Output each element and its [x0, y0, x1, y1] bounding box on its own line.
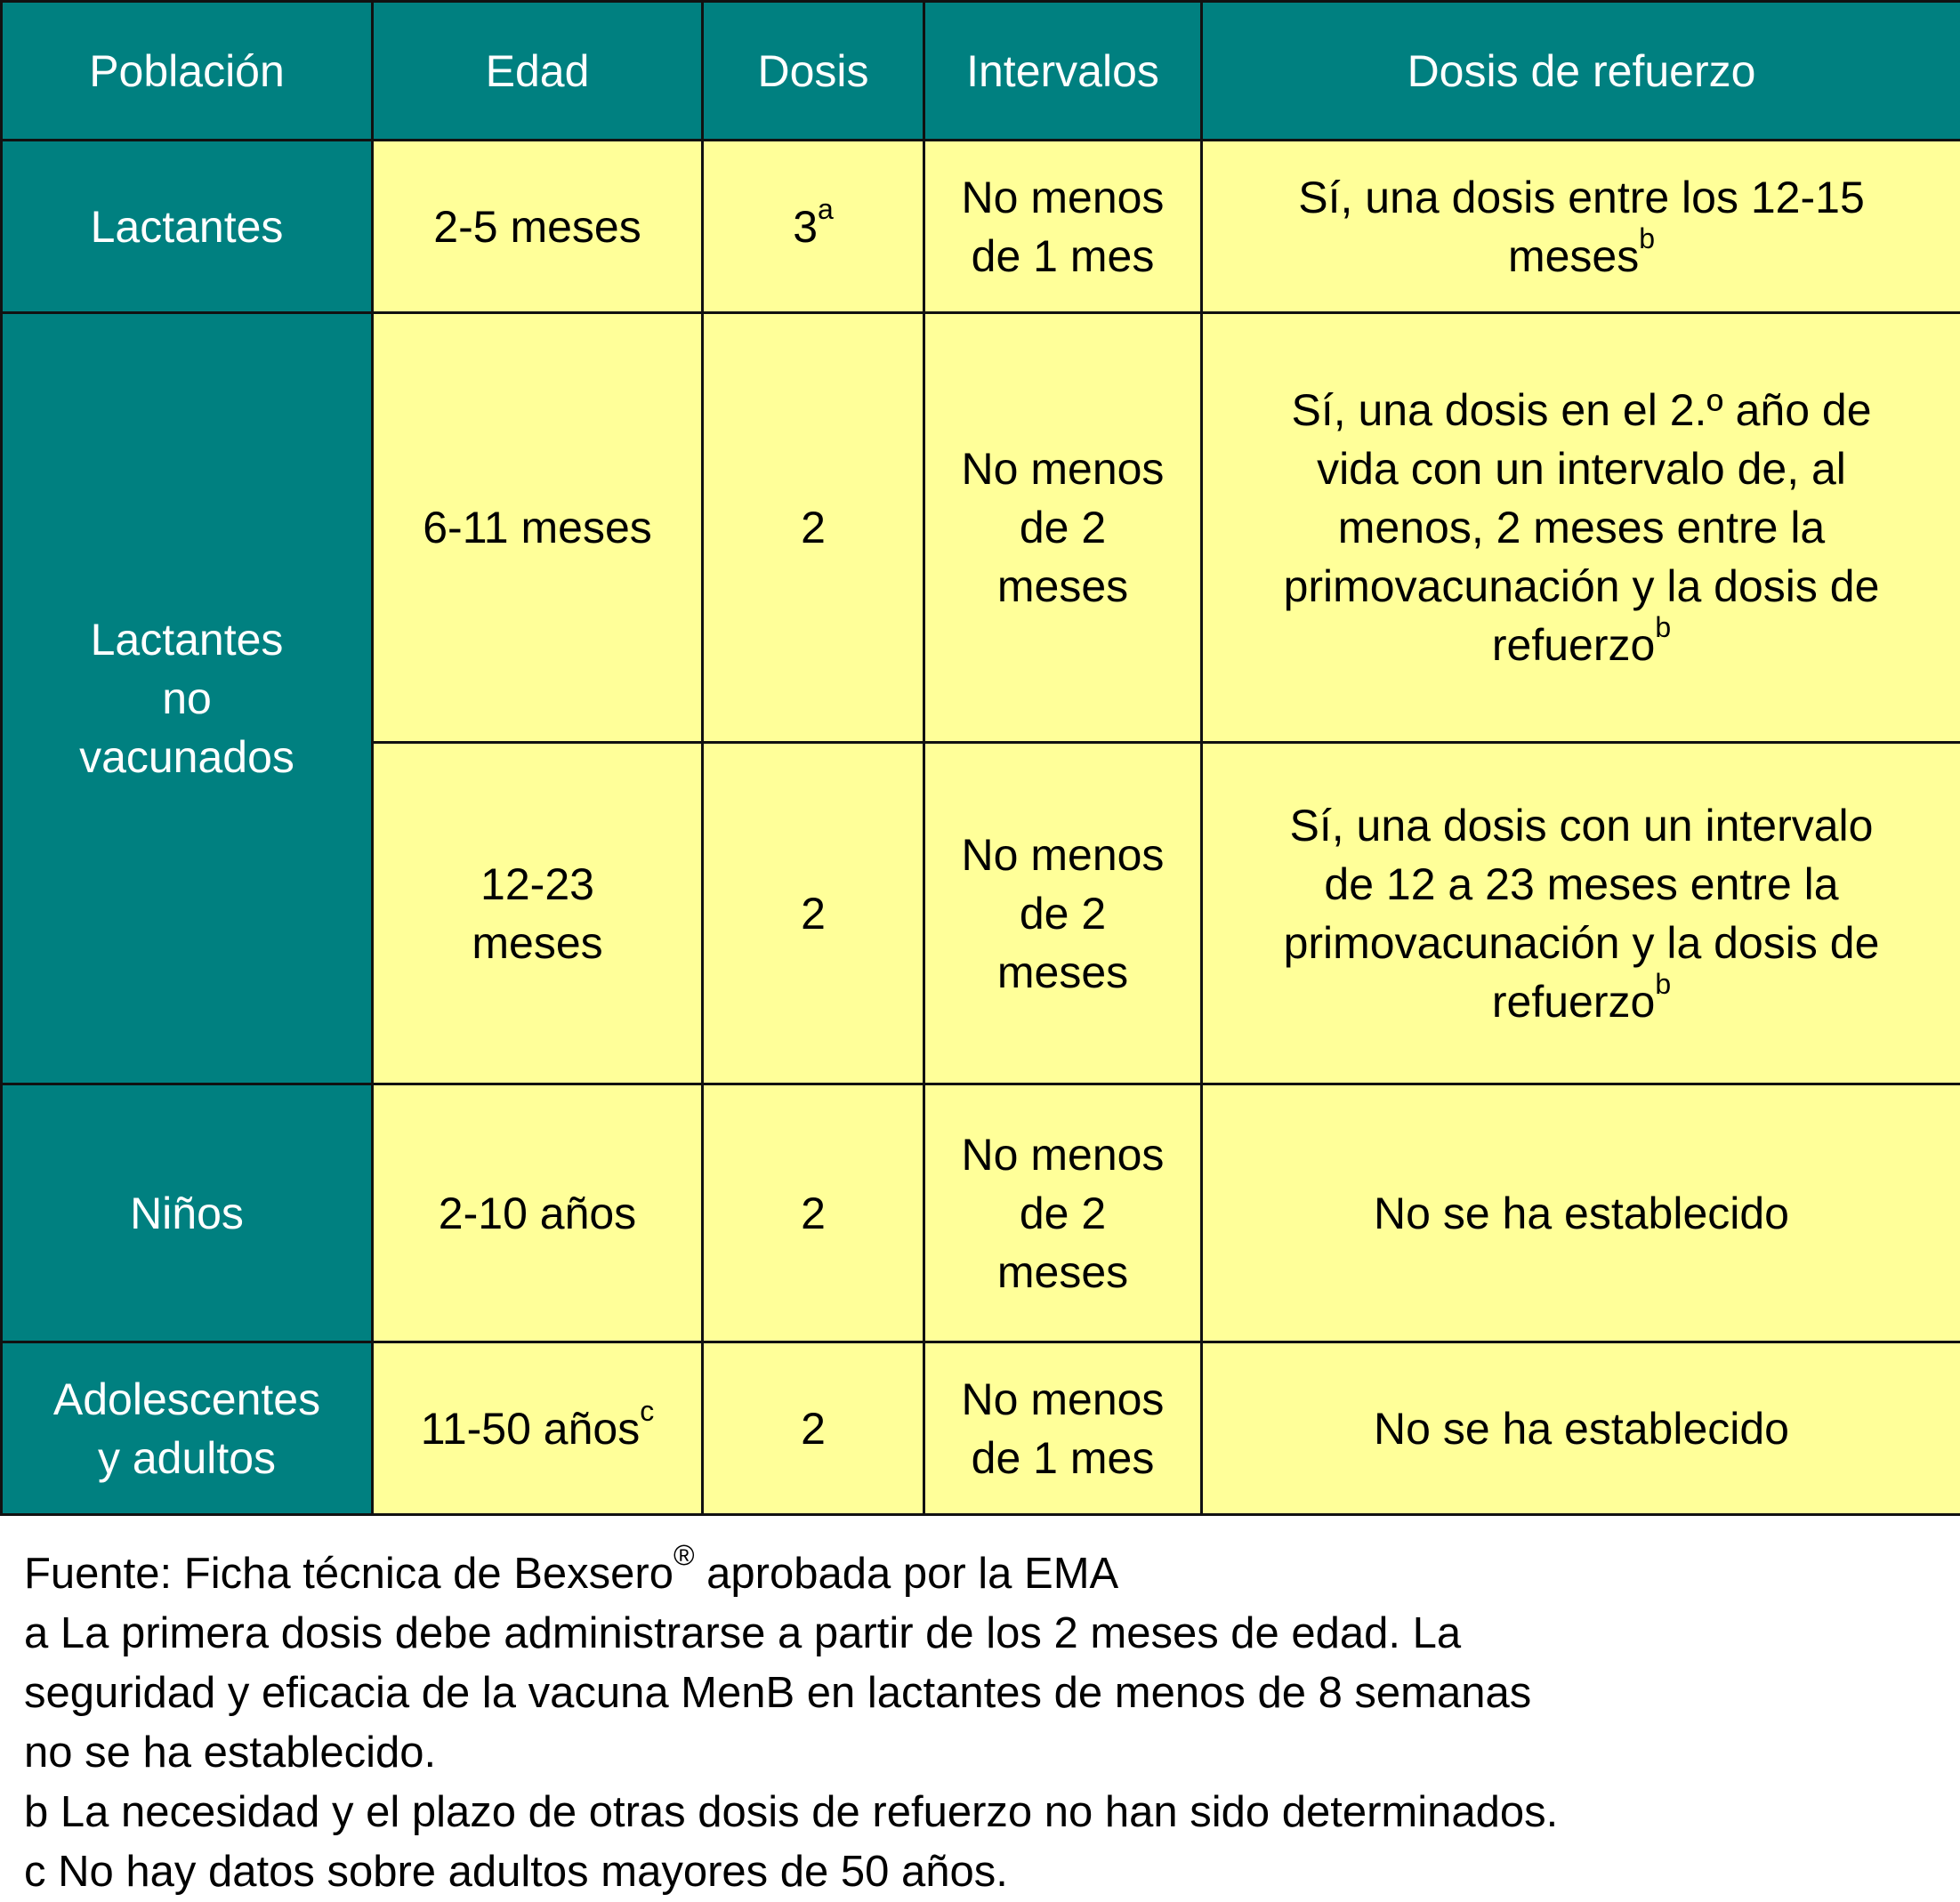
footnote-ref: c [640, 1395, 654, 1427]
cell-poblacion: Lactantes no vacunados [2, 313, 373, 1084]
cell-refuerzo: No se ha establecido [1202, 1084, 1960, 1342]
cell-dosis: 2 [703, 313, 924, 743]
source-text-rest: aprobada por la EMA [695, 1550, 1119, 1598]
vaccination-schedule-table: Población Edad Dosis Intervalos Dosis de… [0, 0, 1960, 1516]
header-edad: Edad [373, 2, 703, 141]
refuerzo-value: Sí, una dosis en el 2.º año de vida con … [1284, 385, 1880, 670]
cell-edad: 2-10 años [373, 1084, 703, 1342]
table-row: Adolescentes y adultos 11-50 añosc 2 No … [2, 1342, 1960, 1515]
cell-edad: 2-5 meses [373, 141, 703, 313]
cell-edad: 11-50 añosc [373, 1342, 703, 1515]
header-row: Población Edad Dosis Intervalos Dosis de… [2, 2, 1960, 141]
footnote-ref: a [818, 193, 834, 225]
source-note: Fuente: Ficha técnica de Bexsero® aproba… [24, 1544, 1558, 1604]
footnote-a: a La primera dosis debe administrarse a … [24, 1604, 1558, 1783]
header-dosis: Dosis [703, 2, 924, 141]
cell-dosis: 2 [703, 1084, 924, 1342]
table-row: Lactantes no vacunados 6-11 meses 2 No m… [2, 313, 1960, 743]
footnotes: Fuente: Ficha técnica de Bexsero® aproba… [24, 1544, 1558, 1902]
cell-poblacion: Niños [2, 1084, 373, 1342]
cell-dosis: 2 [703, 1342, 924, 1515]
source-text: Fuente: Ficha técnica de Bexsero [24, 1550, 673, 1598]
cell-poblacion: Adolescentes y adultos [2, 1342, 373, 1515]
cell-refuerzo: Sí, una dosis entre los 12-15 mesesb [1202, 141, 1960, 313]
header-refuerzo: Dosis de refuerzo [1202, 2, 1960, 141]
footnote-b: b La necesidad y el plazo de otras dosis… [24, 1783, 1558, 1842]
header-intervalos: Intervalos [924, 2, 1202, 141]
cell-refuerzo: Sí, una dosis con un intervalo de 12 a 2… [1202, 743, 1960, 1084]
table-row: Niños 2-10 años 2 No menos de 2 meses No… [2, 1084, 1960, 1342]
refuerzo-value: Sí, una dosis con un intervalo de 12 a 2… [1284, 801, 1880, 1027]
footnote-ref: b [1639, 222, 1655, 254]
cell-edad: 12-23 meses [373, 743, 703, 1084]
cell-edad: 6-11 meses [373, 313, 703, 743]
cell-refuerzo: Sí, una dosis en el 2.º año de vida con … [1202, 313, 1960, 743]
refuerzo-value: Sí, una dosis entre los 12-15 meses [1298, 173, 1865, 281]
dosis-value: 3 [793, 202, 818, 252]
cell-intervalos: No menos de 1 mes [924, 1342, 1202, 1515]
cell-intervalos: No menos de 2 meses [924, 743, 1202, 1084]
cell-intervalos: No menos de 2 meses [924, 313, 1202, 743]
cell-intervalos: No menos de 1 mes [924, 141, 1202, 313]
cell-poblacion: Lactantes [2, 141, 373, 313]
registered-mark: ® [673, 1539, 695, 1571]
header-poblacion: Población [2, 2, 373, 141]
footnote-ref: b [1655, 968, 1671, 1000]
footnote-c: c No hay datos sobre adultos mayores de … [24, 1842, 1558, 1902]
cell-intervalos: No menos de 2 meses [924, 1084, 1202, 1342]
cell-refuerzo: No se ha establecido [1202, 1342, 1960, 1515]
footnote-ref: b [1655, 611, 1671, 643]
edad-value: 11-50 años [421, 1404, 640, 1454]
cell-dosis: 3a [703, 141, 924, 313]
cell-dosis: 2 [703, 743, 924, 1084]
table-row: Lactantes 2-5 meses 3a No menos de 1 mes… [2, 141, 1960, 313]
